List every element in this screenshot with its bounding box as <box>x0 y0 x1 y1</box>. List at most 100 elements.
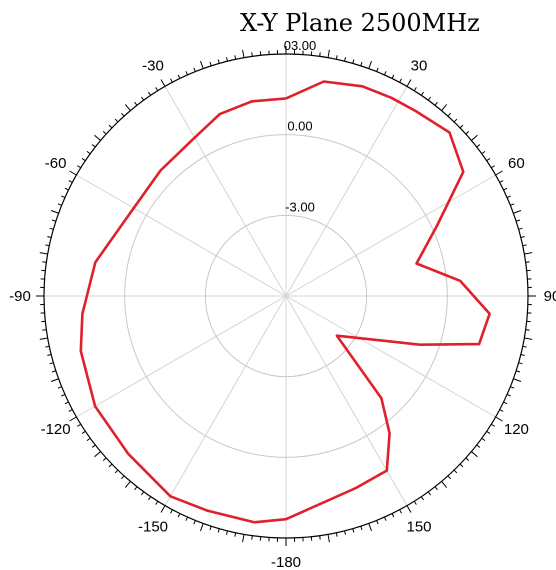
tick-mark <box>121 112 125 117</box>
tick-mark <box>86 437 91 441</box>
tick-mark <box>459 463 464 468</box>
tick-mark <box>141 96 145 101</box>
tick-mark <box>391 513 395 518</box>
grid-spoke <box>285 174 496 297</box>
tick-mark <box>81 430 86 434</box>
chart-title: X-Y Plane 2500MHz <box>240 9 480 37</box>
tick-mark <box>170 78 173 83</box>
tick-mark <box>352 528 355 533</box>
tick-mark <box>94 451 101 458</box>
angle-label: -30 <box>142 58 164 75</box>
tick-mark <box>217 528 220 533</box>
tick-mark <box>510 203 515 206</box>
angle-label: -60 <box>45 155 67 172</box>
tick-mark <box>360 61 363 66</box>
tick-mark <box>406 79 412 87</box>
tick-mark <box>471 134 478 141</box>
tick-mark <box>327 49 330 58</box>
tick-mark <box>481 151 486 155</box>
grid-ring <box>124 134 448 458</box>
tick-mark <box>114 469 119 474</box>
tick-mark <box>124 481 131 488</box>
tick-mark <box>327 534 330 543</box>
grid-spoke <box>164 295 287 506</box>
tick-mark <box>495 170 503 176</box>
tick-mark <box>160 505 166 513</box>
tick-mark <box>155 500 159 505</box>
outer-ticks <box>36 46 536 546</box>
tick-mark <box>170 509 173 514</box>
angle-label: -180 <box>271 554 301 570</box>
grid-spoke <box>285 86 408 297</box>
tick-mark <box>64 187 69 191</box>
grid-ring <box>204 214 368 378</box>
polar-grid <box>43 53 529 539</box>
tick-mark <box>522 345 527 348</box>
tick-mark <box>344 57 346 62</box>
tick-mark <box>185 71 189 76</box>
tick-mark <box>518 362 523 365</box>
tick-mark <box>420 496 424 501</box>
tick-mark <box>45 244 50 247</box>
grid-spoke <box>285 295 496 418</box>
grid-spoke <box>76 295 287 418</box>
grid-spoke <box>164 86 287 297</box>
tick-mark <box>503 187 508 191</box>
tick-mark <box>490 165 495 169</box>
tick-mark <box>376 520 379 525</box>
tick-mark <box>406 505 412 513</box>
tick-mark <box>481 437 486 441</box>
tick-mark <box>124 104 131 111</box>
tick-mark <box>86 151 91 155</box>
tick-mark <box>368 523 372 532</box>
tick-mark <box>39 252 48 255</box>
ring-label: 0.00 <box>287 119 312 134</box>
tick-mark <box>114 118 119 123</box>
tick-mark <box>499 180 504 183</box>
tick-mark <box>81 158 86 162</box>
tick-mark <box>465 131 470 135</box>
tick-mark <box>91 144 96 148</box>
tick-mark <box>441 104 448 111</box>
tick-mark <box>499 409 504 412</box>
tick-mark <box>383 71 387 76</box>
angle-label: 60 <box>508 155 525 172</box>
tick-mark <box>335 55 338 60</box>
tick-mark <box>209 61 212 66</box>
tick-mark <box>155 87 159 92</box>
tick-mark <box>524 337 533 340</box>
tick-mark <box>69 170 77 176</box>
tick-mark <box>513 378 522 382</box>
tick-mark <box>319 52 321 57</box>
tick-mark <box>506 195 511 199</box>
ring-label: 03.00 <box>284 38 317 53</box>
ring-label: -3.00 <box>285 199 315 214</box>
tick-mark <box>148 496 152 501</box>
tick-mark <box>141 491 145 496</box>
tick-mark <box>242 49 245 58</box>
tick-mark <box>64 401 69 405</box>
tick-mark <box>91 444 96 448</box>
tick-mark <box>134 486 138 491</box>
tick-mark <box>108 463 113 468</box>
tick-mark <box>49 362 54 365</box>
tick-mark <box>61 195 66 199</box>
tick-mark <box>510 386 515 389</box>
tick-mark <box>193 67 196 72</box>
grid-spoke <box>76 174 287 297</box>
tick-mark <box>520 236 525 238</box>
angle-labels: 30 60 90 120 150 -180 -150 -120 -90 -60 -30 <box>9 58 556 570</box>
tick-mark <box>51 370 56 373</box>
tick-mark <box>486 430 491 434</box>
tick-mark <box>368 60 372 69</box>
tick-mark <box>525 261 530 263</box>
tick-mark <box>486 158 491 162</box>
tick-mark <box>453 118 458 123</box>
tick-mark <box>344 530 346 535</box>
tick-mark <box>50 210 59 214</box>
tick-mark <box>234 532 237 537</box>
tick-mark <box>226 57 228 62</box>
tick-mark <box>39 337 48 340</box>
tick-mark <box>391 74 395 79</box>
